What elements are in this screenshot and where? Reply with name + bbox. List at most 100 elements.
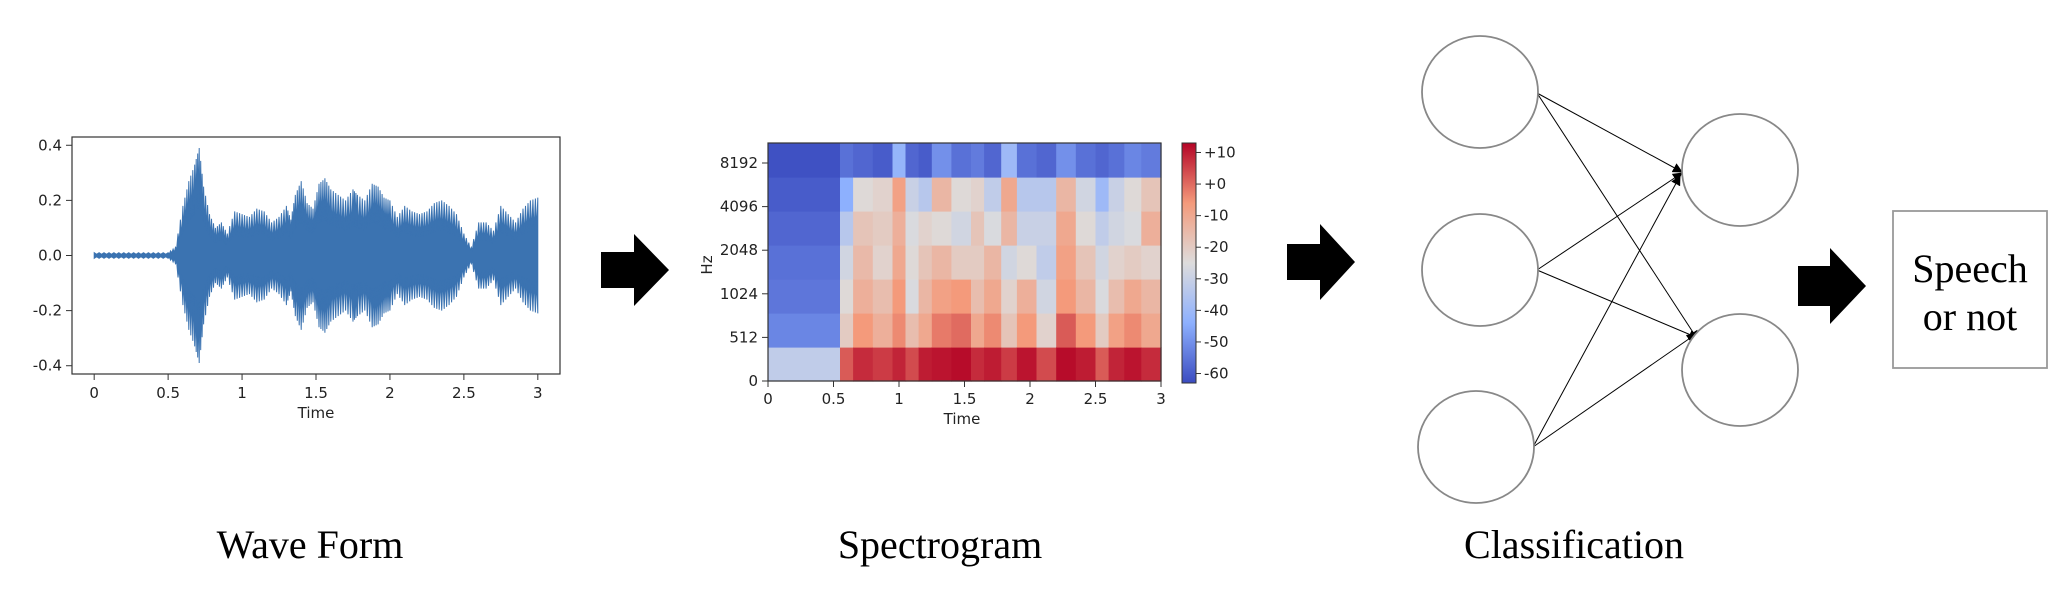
spectrogram-cell: [984, 279, 1002, 314]
spectrogram-cell: [971, 279, 985, 314]
spectrogram-cell: [1036, 313, 1057, 348]
spectrogram-cell: [918, 279, 933, 314]
colorbar-tick-label: +10: [1204, 143, 1236, 161]
colorbar-tick-label: -10: [1204, 207, 1229, 225]
spectrogram-cell: [931, 211, 952, 246]
spectrogram-cell: [1108, 143, 1125, 178]
spectrogram-cell: [840, 245, 854, 280]
spectrogram-y-tick-label: 4096: [720, 198, 758, 216]
spectrogram-cell: [1075, 279, 1097, 314]
spectrogram-colorbar: [1181, 142, 1197, 384]
spectrogram-cell: [971, 143, 985, 178]
spectrogram-cell: [951, 177, 972, 212]
spectrogram-heatmap: [768, 143, 1162, 382]
spectrogram-cell: [1075, 313, 1097, 348]
spectrogram-cell: [1141, 347, 1162, 382]
spectrogram-cell: [872, 177, 894, 212]
waveform-x-tick-label: 1: [237, 384, 247, 402]
spectrogram-cell: [1141, 143, 1162, 178]
caption-spectrogram: Spectrogram: [838, 522, 1042, 567]
spectrogram-cell: [1016, 347, 1038, 382]
spectrogram-cell: [905, 347, 920, 382]
spectrogram-cell: [1108, 177, 1125, 212]
spectrogram-cell: [1124, 279, 1142, 314]
spectrogram-cell: [1075, 143, 1097, 178]
spectrogram-cell: [1016, 211, 1038, 246]
spectrogram-cell: [1056, 279, 1077, 314]
spectrogram-cell: [1016, 313, 1038, 348]
spectrogram-cell: [1036, 279, 1057, 314]
spectrogram-cell: [931, 313, 952, 348]
spectrogram-y-label: Hz: [698, 255, 716, 274]
colorbar-tick-label: -60: [1204, 365, 1229, 383]
spectrogram-cell: [1075, 177, 1097, 212]
spectrogram-cell: [1141, 177, 1162, 212]
waveform-x-tick-label: 0: [89, 384, 99, 402]
spectrogram-cell: [905, 177, 920, 212]
spectrogram-cell: [918, 245, 933, 280]
spectrogram-cell: [840, 177, 854, 212]
colorbar-tick-label: +0: [1204, 175, 1226, 193]
spectrogram-cell: [853, 177, 874, 212]
waveform-y-tick-label: 0.0: [38, 247, 62, 265]
spectrogram-cell: [1036, 143, 1057, 178]
spectrogram-cell: [931, 279, 952, 314]
spectrogram-cell: [905, 211, 920, 246]
spectrogram-cell: [1124, 177, 1142, 212]
spectrogram-cell: [951, 211, 972, 246]
spectrogram-y-tick-label: 1024: [720, 285, 758, 303]
spectrogram-cell: [1056, 143, 1077, 178]
waveform-x-ticks: 0 0.5 1 1.5 2 2.5 3: [89, 374, 543, 402]
spectrogram-cell: [1001, 347, 1018, 382]
spectrogram-cell: [1056, 211, 1077, 246]
spectrogram-cell: [768, 347, 841, 382]
spectrogram-cell: [984, 211, 1002, 246]
spectrogram-cell: [892, 211, 907, 246]
waveform-x-tick-label: 1.5: [304, 384, 328, 402]
waveform-y-tick-label: -0.2: [33, 302, 62, 320]
waveform-x-tick-label: 0.5: [156, 384, 180, 402]
waveform-y-tick-label: 0.2: [38, 191, 62, 209]
spectrogram-cell: [918, 313, 933, 348]
arrow-spectrogram-to-classifier: [1287, 224, 1355, 300]
spectrogram-cell: [1036, 177, 1057, 212]
spectrogram-cell: [892, 279, 907, 314]
spectrogram-cell: [1124, 347, 1142, 382]
spectrogram-cell: [840, 313, 854, 348]
spectrogram-x-tick-label: 2.5: [1084, 390, 1108, 408]
spectrogram-x-tick-label: 1: [894, 390, 904, 408]
spectrogram-cell: [1001, 143, 1018, 178]
spectrogram-cell: [951, 313, 972, 348]
spectrogram-y-tick-label: 0: [748, 372, 758, 390]
spectrogram-y-tick-label: 8192: [720, 154, 758, 172]
colorbar-ticks: +10 +0 -10 -20 -30 -40 -50 -60: [1196, 143, 1236, 383]
edge-in3-out1: [1532, 175, 1681, 448]
spectrogram-cell: [872, 143, 894, 178]
spectrogram-cell: [1001, 313, 1018, 348]
spectrogram-cell: [931, 177, 952, 212]
edge-in1-out1: [1536, 92, 1683, 173]
spectrogram-cell: [853, 143, 874, 178]
spectrogram-cell: [768, 313, 841, 348]
spectrogram-cell: [768, 211, 841, 246]
spectrogram-cell: [892, 347, 907, 382]
spectrogram-cell: [984, 245, 1002, 280]
spectrogram-cell: [1016, 177, 1038, 212]
spectrogram-x-ticks: 0 0.5 1 1.5 2 2.5 3: [763, 381, 1166, 408]
spectrogram-cell: [1141, 211, 1162, 246]
arrow-classifier-to-output: [1798, 248, 1866, 324]
colorbar-tick-label: -40: [1204, 301, 1229, 319]
spectrogram-cell: [1075, 211, 1097, 246]
spectrogram-y-tick-label: 2048: [720, 241, 758, 259]
spectrogram-cell: [971, 313, 985, 348]
spectrogram-cell: [840, 211, 854, 246]
spectrogram-cell: [1141, 245, 1162, 280]
spectrogram-cell: [853, 279, 874, 314]
spectrogram-cell: [768, 143, 841, 178]
spectrogram-cell: [1108, 347, 1125, 382]
edge-in2-out2: [1536, 269, 1699, 340]
spectrogram-cell: [1108, 211, 1125, 246]
spectrogram-cell: [951, 279, 972, 314]
spectrogram-x-tick-label: 1.5: [953, 390, 977, 408]
